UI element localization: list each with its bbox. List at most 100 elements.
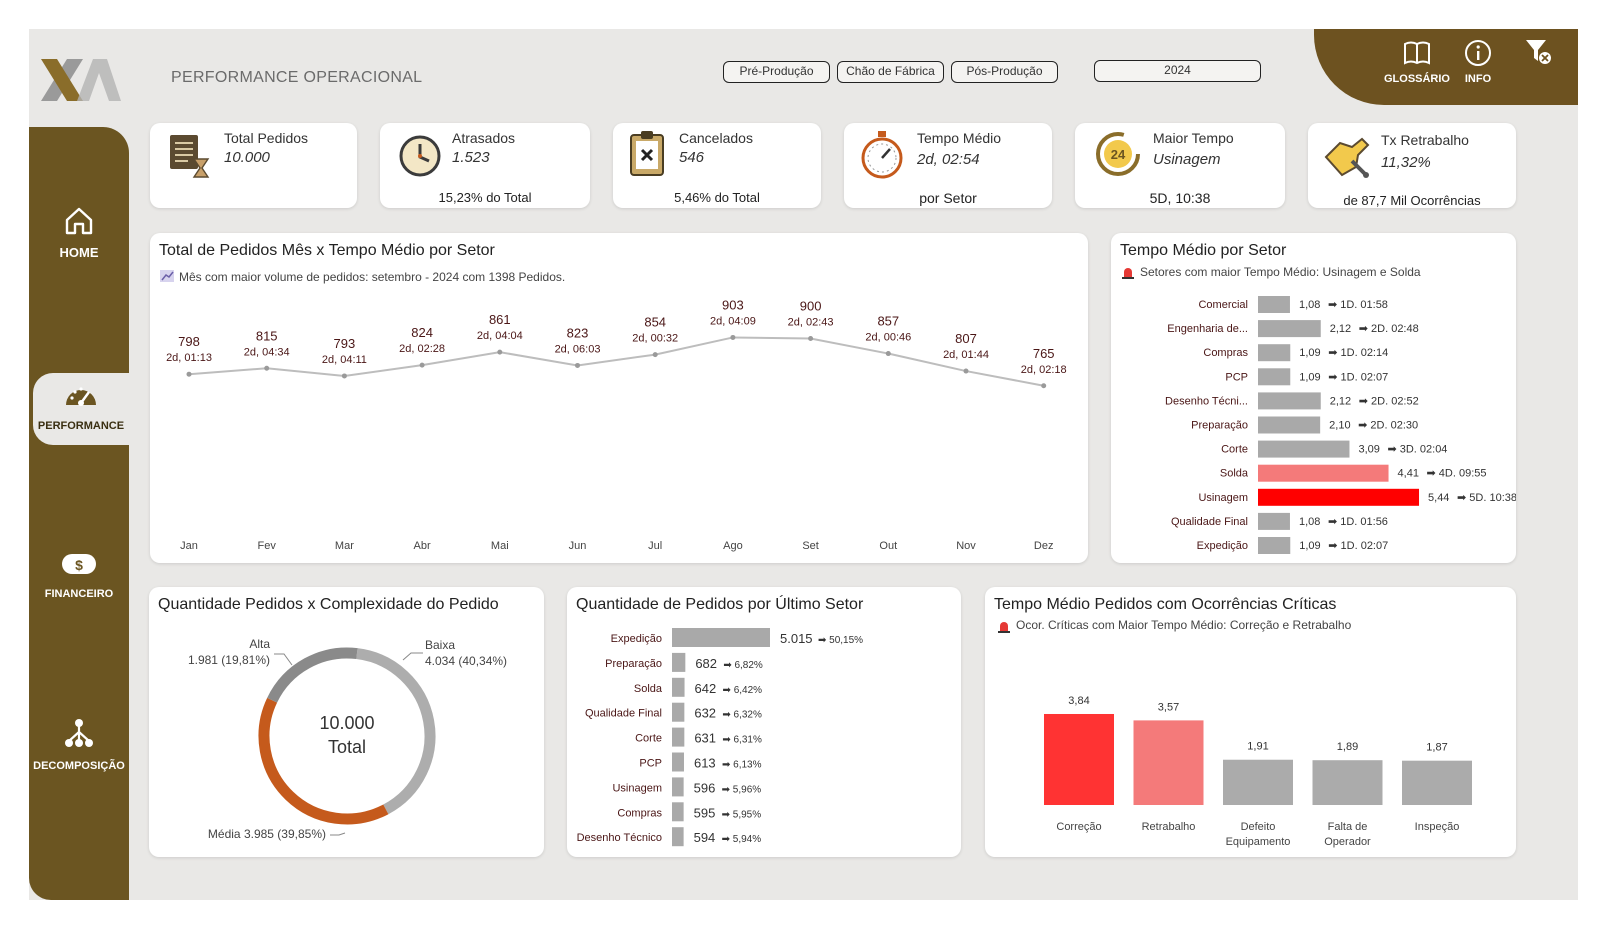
data-point (808, 336, 814, 341)
kpi-card-tempo-medio: Tempo Médio 2d, 02:54 por Setor (844, 123, 1052, 208)
bar (672, 802, 684, 822)
last-sector-bar-chart: Expedição 5.015 ➡ 50,15% Preparação 682 ➡ 6,8… (577, 628, 863, 847)
sidebar-item-label: FINANCEIRO (44, 588, 114, 600)
bar (672, 752, 684, 772)
donut-slice (267, 647, 358, 703)
bar (672, 727, 685, 747)
top-right-toolbar: GLOSSÁRIO INFO (1314, 29, 1578, 105)
data-label-time: 2d, 04:04 (477, 330, 523, 342)
kpi-card-atrasados: Atrasados 1.523 15,23% do Total (380, 123, 590, 208)
leader-line (330, 832, 346, 836)
donut-slice (258, 697, 389, 825)
bar (672, 677, 685, 697)
time-label: ➡ 3D. 02:04 (1387, 444, 1447, 456)
pct-label: ➡ 5,94% (722, 834, 762, 845)
time-label: ➡ 1D. 01:58 (1328, 299, 1388, 311)
data-label-time: 2d, 04:09 (710, 315, 756, 327)
kpi-value: 546 (679, 149, 705, 166)
value-label: 1,91 (1247, 741, 1268, 753)
kpi-sub: 5,46% do Total (674, 190, 760, 205)
filter-chao-de-fabrica-button[interactable]: Chão de Fábrica (837, 61, 944, 83)
info-button[interactable]: INFO (1456, 39, 1500, 85)
filter-pre-producao-button[interactable]: Pré-Produção (723, 61, 830, 83)
x-tick-label: Ago (723, 540, 743, 552)
x-tick-label: Set (802, 540, 819, 552)
category-label: Expedição (1197, 540, 1248, 552)
info-label: INFO (1464, 73, 1492, 85)
pct-label: ➡ 6,13% (722, 760, 762, 771)
kpi-card-total-pedidos: Total Pedidos 10.000 (150, 123, 357, 208)
category-label: Solda (634, 683, 663, 695)
donut-slice (356, 648, 436, 815)
value-label: 1,87 (1426, 742, 1447, 754)
value-label: 682 (695, 656, 717, 671)
time-label: ➡ 5D. 10:38 (1457, 492, 1516, 504)
x-tick-label: Abr (414, 540, 431, 552)
data-label-value: 861 (489, 312, 511, 327)
kpi-sub: 5D, 10:38 (1149, 190, 1211, 206)
value-label: 2,12 (1330, 323, 1351, 335)
slice-name-label: Alta (249, 637, 270, 651)
sidebar-item-performance[interactable]: PERFORMANCE (33, 373, 129, 445)
time-label: ➡ 1D. 01:56 (1328, 516, 1388, 528)
book-icon (1404, 41, 1430, 65)
bar (1402, 760, 1472, 805)
category-label: PCP (1225, 371, 1248, 383)
x-tick-label: Jul (648, 540, 662, 552)
data-point (264, 365, 270, 371)
kpi-card-maior-tempo: 24 Maior Tempo Usinagem 5D, 10:38 (1075, 123, 1285, 208)
value-label: 3,84 (1068, 695, 1089, 707)
glossary-button[interactable]: GLOSSÁRIO (1382, 39, 1452, 85)
clipboard-x-icon (630, 131, 664, 176)
data-label-time: 2d, 00:46 (865, 332, 911, 344)
kpi-sub: 15,23% do Total (438, 190, 532, 205)
checklist-hourglass-icon (170, 135, 210, 178)
bar (1258, 344, 1291, 362)
pct-label: ➡ 6,42% (723, 685, 763, 696)
category-label: Qualidade Final (1171, 516, 1248, 528)
time-label: ➡ 4D. 09:55 (1427, 468, 1487, 480)
data-label-value: 857 (877, 314, 899, 329)
value-label: 613 (694, 756, 716, 771)
category-label: Comercial (1198, 299, 1248, 311)
sidebar-item-decomposicao[interactable]: DECOMPOSIÇÃO (29, 717, 129, 772)
filter-pos-producao-button[interactable]: Pós-Produção (951, 61, 1058, 83)
panel-title: Tempo Médio por Setor (1120, 242, 1287, 259)
bar (1258, 392, 1321, 410)
sidebar-item-financeiro[interactable]: $ FINANCEIRO (29, 551, 129, 600)
critical-occurrences-panel: Tempo Médio Pedidos com Ocorrências Crít… (985, 587, 1516, 857)
bar (1258, 512, 1290, 530)
bar (1258, 416, 1321, 434)
bar (1258, 537, 1291, 554)
complexity-donut-chart: Baixa 4.034 (40,34%) Média 3.985 (39,85%) A… (188, 637, 507, 841)
data-label-value: 823 (567, 325, 589, 340)
bar (1258, 488, 1420, 506)
x-tick-label: Inspeção (1415, 821, 1460, 833)
x-tick-label: Retrabalho (1142, 821, 1196, 833)
data-label-time: 2d, 02:18 (1021, 364, 1067, 376)
x-tick-label: Mar (335, 540, 354, 552)
kpi-value: 1.523 (452, 149, 490, 166)
data-label-value: 793 (334, 336, 356, 351)
bar (1133, 720, 1204, 805)
data-label-time: 2d, 02:28 (399, 343, 445, 355)
kpi-value: 11,32% (1381, 154, 1431, 171)
gauge-icon (66, 387, 96, 406)
data-label-time: 2d, 02:43 (788, 317, 834, 329)
pct-label: ➡ 6,32% (722, 710, 762, 721)
sidebar-item-home[interactable]: HOME (29, 205, 129, 260)
kpi-card-tx-retrabalho: Tx Retrabalho 11,32% de 87,7 Mil Ocorrên… (1308, 123, 1516, 208)
year-filter-dropdown[interactable]: 2024 (1094, 60, 1261, 82)
value-label: 1,09 (1299, 371, 1320, 383)
kpi-sub: por Setor (919, 190, 977, 206)
clear-filter-icon[interactable] (1524, 37, 1554, 67)
x-tick-label: Operador (1324, 836, 1371, 848)
value-label: 595 (694, 805, 716, 820)
data-label-time: 2d, 01:44 (943, 349, 989, 361)
value-label: 2,10 (1329, 420, 1350, 432)
x-tick-label: Defeito (1241, 821, 1276, 833)
pct-label: ➡ 6,31% (722, 735, 762, 746)
x-tick-label: Dez (1034, 540, 1054, 552)
value-label: 1,08 (1299, 299, 1320, 311)
panel-title: Tempo Médio Pedidos com Ocorrências Crít… (994, 596, 1337, 613)
